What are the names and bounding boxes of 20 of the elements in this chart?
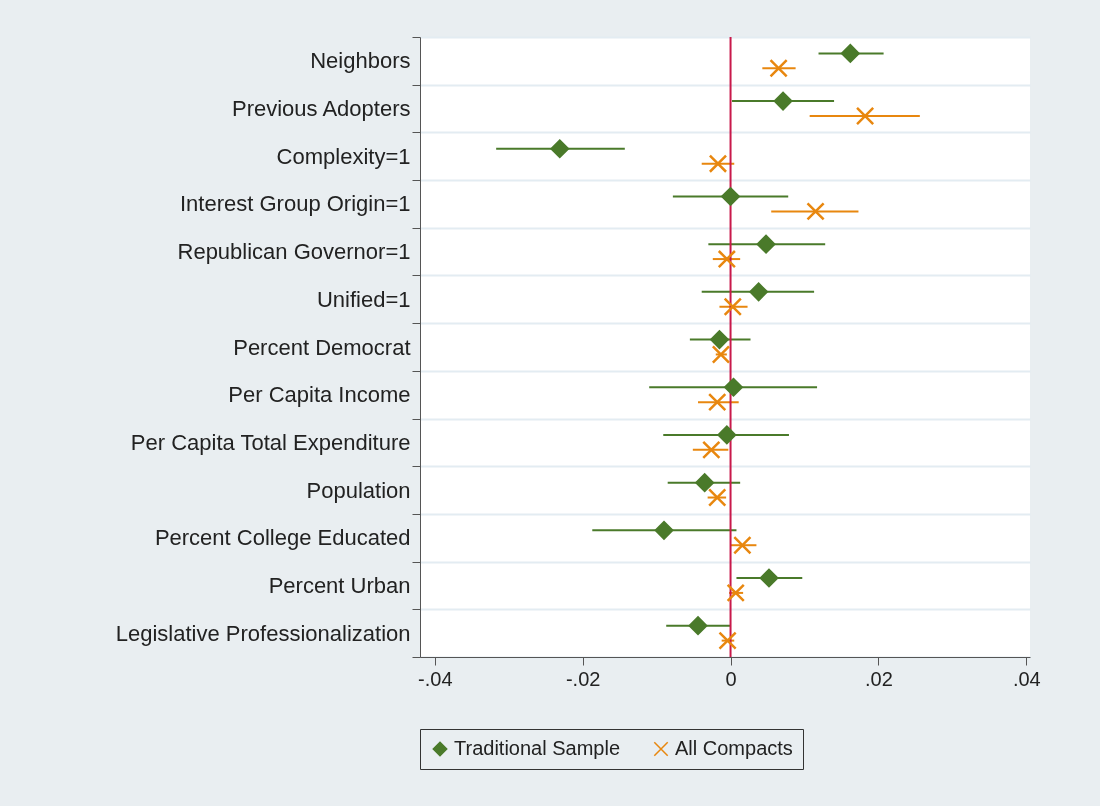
x-tick-label: .02	[865, 667, 893, 690]
y-tick-label: Neighbors	[310, 48, 411, 74]
y-tick-label: Previous Adopters	[231, 96, 411, 122]
y-tick-label: Per Capita Total Expenditure	[130, 429, 411, 455]
x-tick-label: 0	[725, 667, 737, 690]
x-tick-label: .04	[1012, 667, 1041, 690]
y-tick-label: Unified=1	[316, 286, 411, 312]
legend-label: All Compacts	[675, 737, 793, 759]
y-tick-label: Legislative Professionalization	[115, 620, 411, 646]
y-tick-label: Percent Democrat	[233, 334, 411, 360]
legend-label: Traditional Sample	[454, 737, 621, 759]
y-tick-label: Per Capita Income	[228, 382, 411, 408]
y-tick-label: Republican Governor=1	[177, 239, 411, 265]
y-tick-label: Percent Urban	[268, 572, 411, 598]
y-tick-label: Interest Group Origin=1	[179, 191, 411, 217]
y-tick-label: Population	[306, 477, 411, 503]
x-tick-label: -.02	[565, 667, 601, 690]
y-tick-label: Percent College Educated	[154, 525, 411, 551]
x-tick-label: -.04	[418, 667, 453, 690]
y-tick-label: Complexity=1	[276, 143, 411, 169]
